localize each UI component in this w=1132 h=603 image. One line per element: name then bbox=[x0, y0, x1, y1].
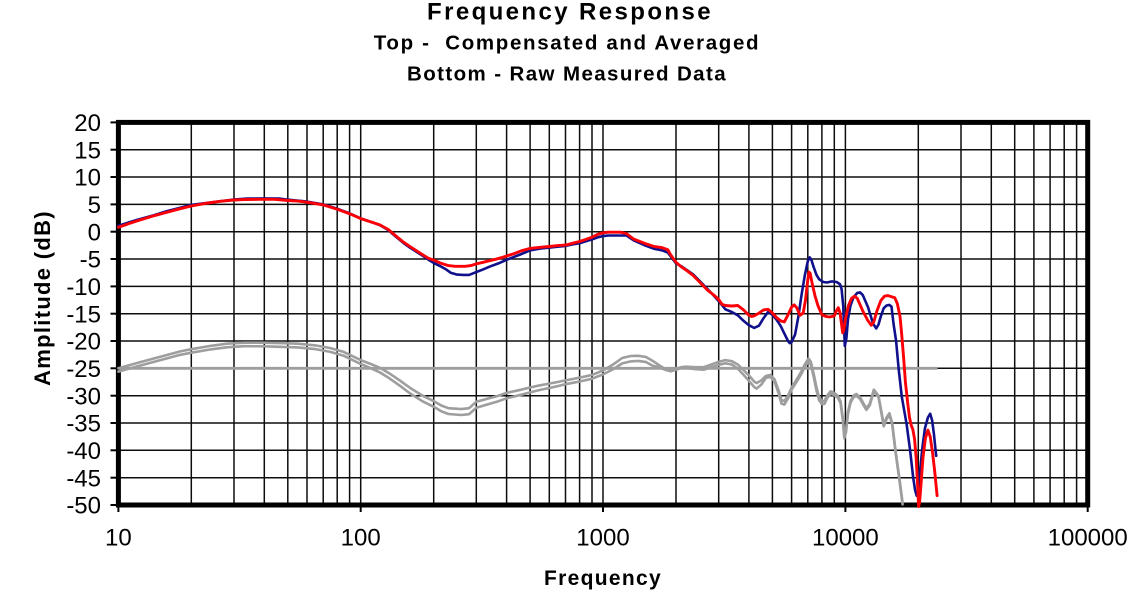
svg-text:-50: -50 bbox=[66, 493, 101, 520]
svg-text:-35: -35 bbox=[66, 411, 101, 438]
svg-text:10: 10 bbox=[105, 525, 132, 552]
svg-text:5: 5 bbox=[88, 192, 101, 219]
svg-text:1000: 1000 bbox=[576, 525, 629, 552]
svg-text:-45: -45 bbox=[66, 465, 101, 492]
svg-text:-40: -40 bbox=[66, 438, 101, 465]
svg-text:-10: -10 bbox=[66, 274, 101, 301]
svg-text:-5: -5 bbox=[80, 247, 101, 274]
svg-text:10000: 10000 bbox=[812, 525, 879, 552]
svg-text:100000: 100000 bbox=[1048, 525, 1128, 552]
svg-text:Amplitude (dB): Amplitude (dB) bbox=[30, 210, 55, 386]
svg-text:0: 0 bbox=[88, 219, 101, 246]
svg-text:15: 15 bbox=[74, 137, 101, 164]
svg-text:100: 100 bbox=[341, 525, 381, 552]
svg-text:Frequency Response: Frequency Response bbox=[427, 0, 713, 26]
svg-text:Frequency: Frequency bbox=[544, 567, 662, 590]
svg-text:-30: -30 bbox=[66, 383, 101, 410]
svg-text:-25: -25 bbox=[66, 356, 101, 383]
svg-text:20: 20 bbox=[74, 110, 101, 137]
svg-text:-15: -15 bbox=[66, 301, 101, 328]
svg-text:Top - Compensated and Average: Top - Compensated and Averaged bbox=[374, 32, 760, 55]
svg-text:10: 10 bbox=[74, 165, 101, 192]
svg-text:Bottom - Raw Measured Data: Bottom - Raw Measured Data bbox=[407, 63, 727, 86]
svg-text:-20: -20 bbox=[66, 329, 101, 356]
